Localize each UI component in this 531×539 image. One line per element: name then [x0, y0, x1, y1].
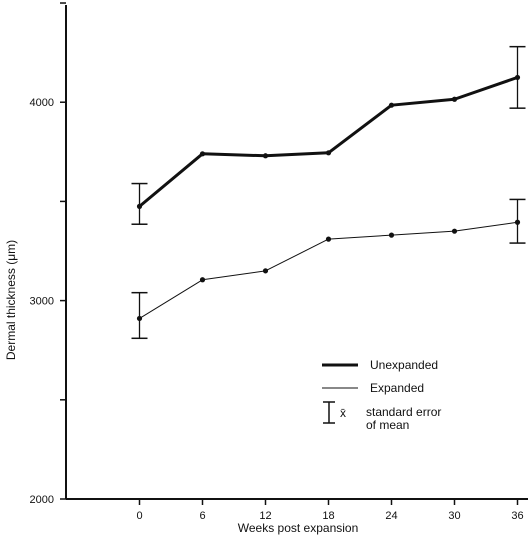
data-point-unexpanded	[199, 151, 206, 157]
data-point-expanded	[325, 236, 332, 242]
data-point-unexpanded	[388, 102, 395, 108]
y-tick-label: 3000	[30, 296, 54, 308]
data-point-expanded	[451, 228, 458, 234]
x-ticks: 0 6 12 18 24 30 36	[136, 499, 524, 522]
legend-error-bar-icon	[323, 401, 335, 424]
data-point-unexpanded	[325, 150, 332, 156]
x-tick-label: 18	[322, 510, 334, 522]
y-axis-title: Dermal thickness (μm)	[4, 240, 18, 360]
legend-label-unexpanded: Unexpanded	[370, 358, 438, 372]
x-tick-label: 30	[448, 510, 460, 522]
data-point-expanded	[262, 268, 269, 274]
data-point-unexpanded	[136, 203, 143, 209]
data-point-expanded	[199, 277, 206, 283]
data-point-unexpanded	[262, 153, 269, 159]
data-point-expanded	[514, 219, 521, 225]
x-tick-label: 0	[136, 510, 142, 522]
data-point-unexpanded	[451, 96, 458, 102]
series-line-unexpanded	[138, 75, 518, 208]
y-ticks: 2000 3000 4000	[30, 2, 66, 506]
legend: Unexpanded Expanded x̄ standard error of…	[322, 358, 441, 432]
y-tick-label: 2000	[30, 494, 54, 506]
data-point-unexpanded	[514, 74, 521, 81]
legend-label-expanded: Expanded	[370, 381, 424, 395]
x-axis-title: Weeks post expansion	[238, 521, 359, 535]
data-point-expanded	[388, 232, 395, 238]
x-tick-label: 24	[385, 510, 397, 522]
legend-mean-symbol: x̄	[340, 406, 346, 420]
series-layer	[131, 45, 526, 340]
x-tick-label: 36	[511, 510, 523, 522]
x-tick-label: 6	[199, 510, 205, 522]
axes	[65, 5, 528, 500]
error-bar-expanded	[131, 291, 148, 340]
legend-error-label-line2: of mean	[366, 418, 409, 432]
legend-error-label-line1: standard error	[366, 405, 441, 419]
data-point-expanded	[136, 315, 143, 322]
x-tick-label: 12	[259, 510, 271, 522]
y-tick-label: 4000	[30, 97, 54, 109]
